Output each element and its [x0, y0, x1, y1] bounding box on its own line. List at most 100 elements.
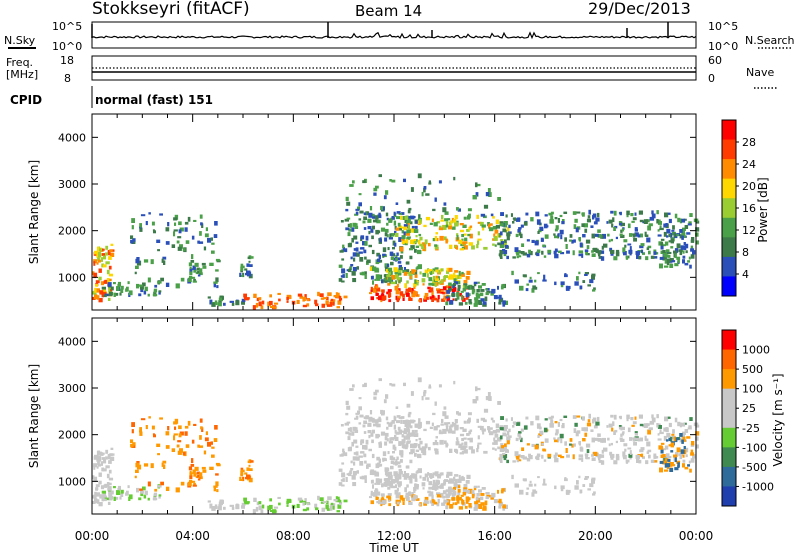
power-cell	[368, 244, 372, 248]
velocity-cell	[356, 470, 359, 474]
velocity-cell	[358, 422, 362, 425]
velocity-cell	[670, 436, 673, 442]
power-cell	[428, 277, 433, 282]
velocity-cell	[591, 437, 595, 443]
power-cell	[480, 289, 485, 292]
velocity-cell	[690, 458, 695, 463]
velocity-cell	[488, 428, 491, 433]
velocity-cell	[375, 433, 379, 439]
power-cell	[143, 290, 147, 295]
power-cell	[682, 232, 686, 238]
power-cell	[502, 303, 506, 307]
velocity-cell	[231, 506, 235, 510]
power-cell	[145, 221, 148, 226]
power-cell	[686, 232, 691, 235]
velocity-cell	[369, 410, 373, 415]
velocity-cell	[223, 506, 226, 510]
power-cell	[468, 242, 474, 246]
velocity-cell	[643, 423, 648, 428]
velocity-cell	[120, 492, 124, 497]
velocity-cell	[505, 418, 508, 422]
power-cell	[467, 285, 470, 290]
power-cell	[386, 217, 389, 221]
power-cell	[490, 213, 494, 217]
velocity-cell	[454, 449, 457, 452]
power-cell	[645, 256, 649, 261]
power-cell	[403, 271, 408, 276]
velocity-cell	[96, 450, 99, 456]
power-cell	[679, 234, 683, 239]
power-cell	[434, 244, 439, 250]
power-cell	[421, 278, 426, 283]
power-cell	[493, 295, 498, 300]
power-cell	[135, 258, 140, 264]
velocity-cell	[381, 493, 385, 497]
power-cell	[450, 220, 453, 224]
power-cell	[277, 292, 281, 295]
velocity-cell	[335, 496, 338, 500]
velocity-cell	[372, 470, 376, 476]
power-cell	[198, 241, 204, 244]
power-cell	[187, 216, 191, 222]
velocity-cell	[349, 388, 354, 391]
velocity-cell	[116, 490, 120, 495]
power-cell	[454, 298, 458, 302]
velocity-cell	[374, 482, 377, 485]
power-cell	[269, 305, 275, 308]
velocity-cell	[461, 442, 464, 445]
power-cell	[94, 250, 99, 255]
power-cell	[405, 288, 410, 291]
power-cell	[461, 234, 464, 238]
power-cell	[428, 282, 433, 286]
velocity-cell	[565, 448, 568, 453]
power-cell	[448, 267, 453, 272]
velocity-cell	[503, 426, 508, 432]
power-cell	[485, 292, 489, 296]
power-cell	[603, 243, 608, 248]
velocity-cell	[119, 496, 122, 500]
velocity-cell	[447, 480, 452, 484]
power-cell	[667, 251, 672, 254]
velocity-cell	[416, 485, 419, 490]
velocity-cell	[557, 422, 560, 427]
power-cell	[639, 245, 644, 249]
power-cell	[591, 253, 596, 257]
power-cell	[108, 288, 112, 293]
colorbar-segment	[722, 256, 736, 277]
velocity-cell	[419, 447, 424, 451]
power-cell	[635, 250, 640, 255]
power-cell	[154, 284, 158, 288]
velocity-cell	[427, 490, 431, 494]
power-cell	[415, 245, 419, 248]
velocity-cell	[366, 463, 371, 468]
power-cell	[199, 231, 202, 236]
power-cell	[600, 256, 605, 261]
noise-right-tick-bottom: 10^0	[708, 40, 738, 53]
velocity-cell	[135, 462, 140, 468]
power-cell	[478, 299, 481, 305]
power-cell	[458, 239, 463, 244]
power-cell	[390, 256, 395, 260]
velocity-cell	[436, 425, 440, 428]
power-cell	[209, 299, 213, 305]
power-cell	[184, 221, 189, 225]
velocity-cell	[497, 401, 501, 405]
power-cell	[350, 256, 353, 260]
velocity-cell	[461, 475, 464, 479]
velocity-cell	[686, 436, 691, 439]
velocity-cell	[625, 460, 629, 464]
velocity-cell	[382, 457, 386, 460]
power-cell	[679, 218, 682, 224]
velocity-cell	[258, 505, 262, 511]
velocity-cell	[466, 433, 470, 436]
velocity-cell	[188, 466, 193, 471]
velocity-cell	[424, 496, 429, 501]
velocity-cell	[674, 457, 677, 463]
power-cell	[402, 293, 405, 298]
power-cell	[558, 250, 562, 253]
power-cell	[499, 249, 504, 255]
velocity-cell	[463, 487, 468, 490]
velocity-cell	[612, 421, 615, 427]
velocity-cell	[102, 496, 106, 501]
velocity-cell	[485, 496, 489, 500]
